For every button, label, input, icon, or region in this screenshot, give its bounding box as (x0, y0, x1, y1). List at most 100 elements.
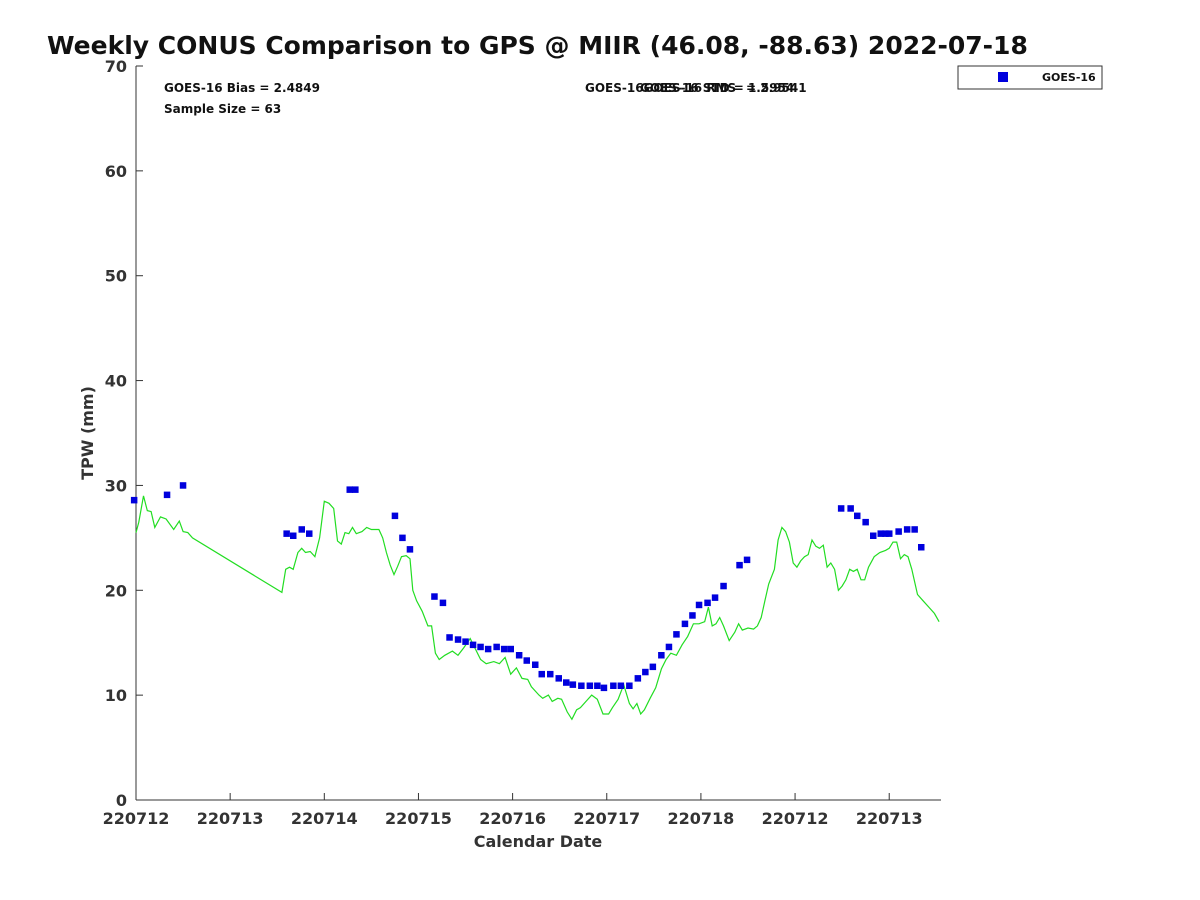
goes-data-point (391, 512, 399, 520)
rms-stat: GOES-16 STD = 1.5954 (640, 81, 794, 95)
legend-label: GOES-16 (1042, 71, 1096, 84)
goes-data-point (523, 657, 530, 664)
goes-data-point (578, 682, 585, 689)
chart-title: Weekly CONUS Comparison to GPS @ MIIR (4… (47, 31, 1028, 60)
goes-data-point (837, 505, 845, 512)
goes-data-point (346, 486, 353, 493)
goes-data-point (586, 682, 594, 689)
goes-data-point (594, 682, 601, 689)
goes-data-point (617, 682, 625, 689)
y-ticks: 0 10 20 30 40 50 60 70 (105, 57, 143, 810)
x-ticks: 220712 220713 220714 220715 220716 220717 2207… (103, 793, 923, 828)
goes-data-point (847, 505, 854, 512)
goes-data-point (547, 670, 554, 678)
goes-data-point (634, 675, 642, 682)
y-tick-label: 60 (105, 162, 127, 181)
goes-data-point (711, 594, 719, 601)
legend: GOES-16 (957, 65, 1103, 90)
y-tick-label: 0 (116, 791, 127, 810)
x-tick-label: 220712 (103, 809, 170, 828)
goes-data-point (179, 482, 187, 489)
goes-data-point (493, 643, 500, 651)
goes-data-point (507, 645, 514, 653)
goes-data-point (130, 496, 138, 504)
goes-data-point (538, 670, 545, 678)
goes-data-point (290, 532, 297, 539)
goes-data-point (431, 593, 438, 600)
std-stat: GOES-16GOES-16 RMS (585, 81, 736, 95)
goes-data-point (704, 599, 711, 607)
x-tick-label: 220713 (197, 809, 264, 828)
goes-data-point (569, 681, 577, 688)
goes-data-point (399, 534, 406, 542)
goes-data-point (877, 530, 884, 537)
legend-box (957, 65, 1103, 90)
goes-data-point (163, 491, 171, 499)
goes-data-point (895, 528, 902, 535)
goes-data-point (886, 530, 893, 537)
sample-size-stat: Sample Size = 63 (164, 102, 281, 116)
y-tick-label: 20 (105, 581, 127, 600)
goes-data-point (446, 634, 453, 641)
y-tick-label: 70 (105, 57, 127, 76)
goes-data-point (406, 546, 414, 553)
goes-data-point (911, 526, 918, 533)
legend-marker (998, 72, 1008, 82)
y-tick-label: 40 (105, 372, 127, 391)
goes-data-point (642, 668, 649, 676)
goes-data-point (854, 512, 861, 520)
x-tick-label: 220718 (668, 809, 735, 828)
goes-data-point (695, 601, 703, 609)
goes-data-point (689, 612, 696, 619)
x-tick-label: 220712 (762, 809, 829, 828)
goes-data-point (484, 645, 492, 653)
goes-data-point (903, 526, 911, 533)
goes-data-point (469, 641, 477, 649)
goes-data-point (563, 679, 570, 686)
series-gps (135, 495, 940, 721)
goes-data-point (352, 486, 359, 493)
goes-data-point (477, 643, 484, 651)
goes-data-point (658, 652, 665, 659)
goes-data-point (720, 582, 727, 590)
x-tick-label: 220714 (291, 809, 358, 828)
x-axis-label: Calendar Date (474, 832, 603, 851)
goes-data-point (454, 636, 462, 643)
goes-data-point (532, 661, 539, 668)
goes-data-point (439, 599, 447, 607)
goes-data-point (862, 518, 869, 526)
series-goes (130, 482, 925, 692)
goes-data-point (610, 682, 617, 689)
goes-data-point (500, 645, 508, 653)
goes-data-point (515, 652, 523, 659)
goes-data-point (462, 638, 469, 645)
y-tick-label: 50 (105, 267, 127, 286)
y-axis-label: TPW (mm) (78, 386, 97, 480)
y-tick-label: 30 (105, 476, 127, 495)
goes-data-point (743, 556, 751, 564)
goes-data-point (555, 675, 562, 682)
goes-data-point (600, 684, 608, 692)
goes-data-point (283, 530, 290, 537)
goes-data-point (306, 530, 313, 537)
x-tick-label: 220716 (479, 809, 546, 828)
goes-data-point (298, 526, 305, 533)
goes-data-point (681, 620, 689, 628)
goes-data-point (918, 544, 925, 551)
x-tick-label: 220713 (856, 809, 923, 828)
y-tick-label: 10 (105, 686, 127, 705)
goes-data-point (870, 532, 877, 539)
goes-data-point (882, 530, 889, 537)
gps-series-line (135, 495, 940, 721)
x-tick-label: 220715 (385, 809, 452, 828)
goes-data-point (665, 643, 673, 651)
goes-data-point (673, 631, 680, 638)
goes-data-point (649, 663, 657, 671)
x-tick-label: 220717 (573, 809, 640, 828)
bias-stat: GOES-16 Bias = 2.4849 (164, 81, 320, 95)
goes-data-point (736, 561, 743, 569)
plot-area: 0 10 20 30 40 50 60 70 220712 220713 220714 220715… (103, 57, 941, 828)
goes-data-point (626, 682, 633, 689)
rms-value-stat: = 2.9541 (746, 81, 807, 95)
